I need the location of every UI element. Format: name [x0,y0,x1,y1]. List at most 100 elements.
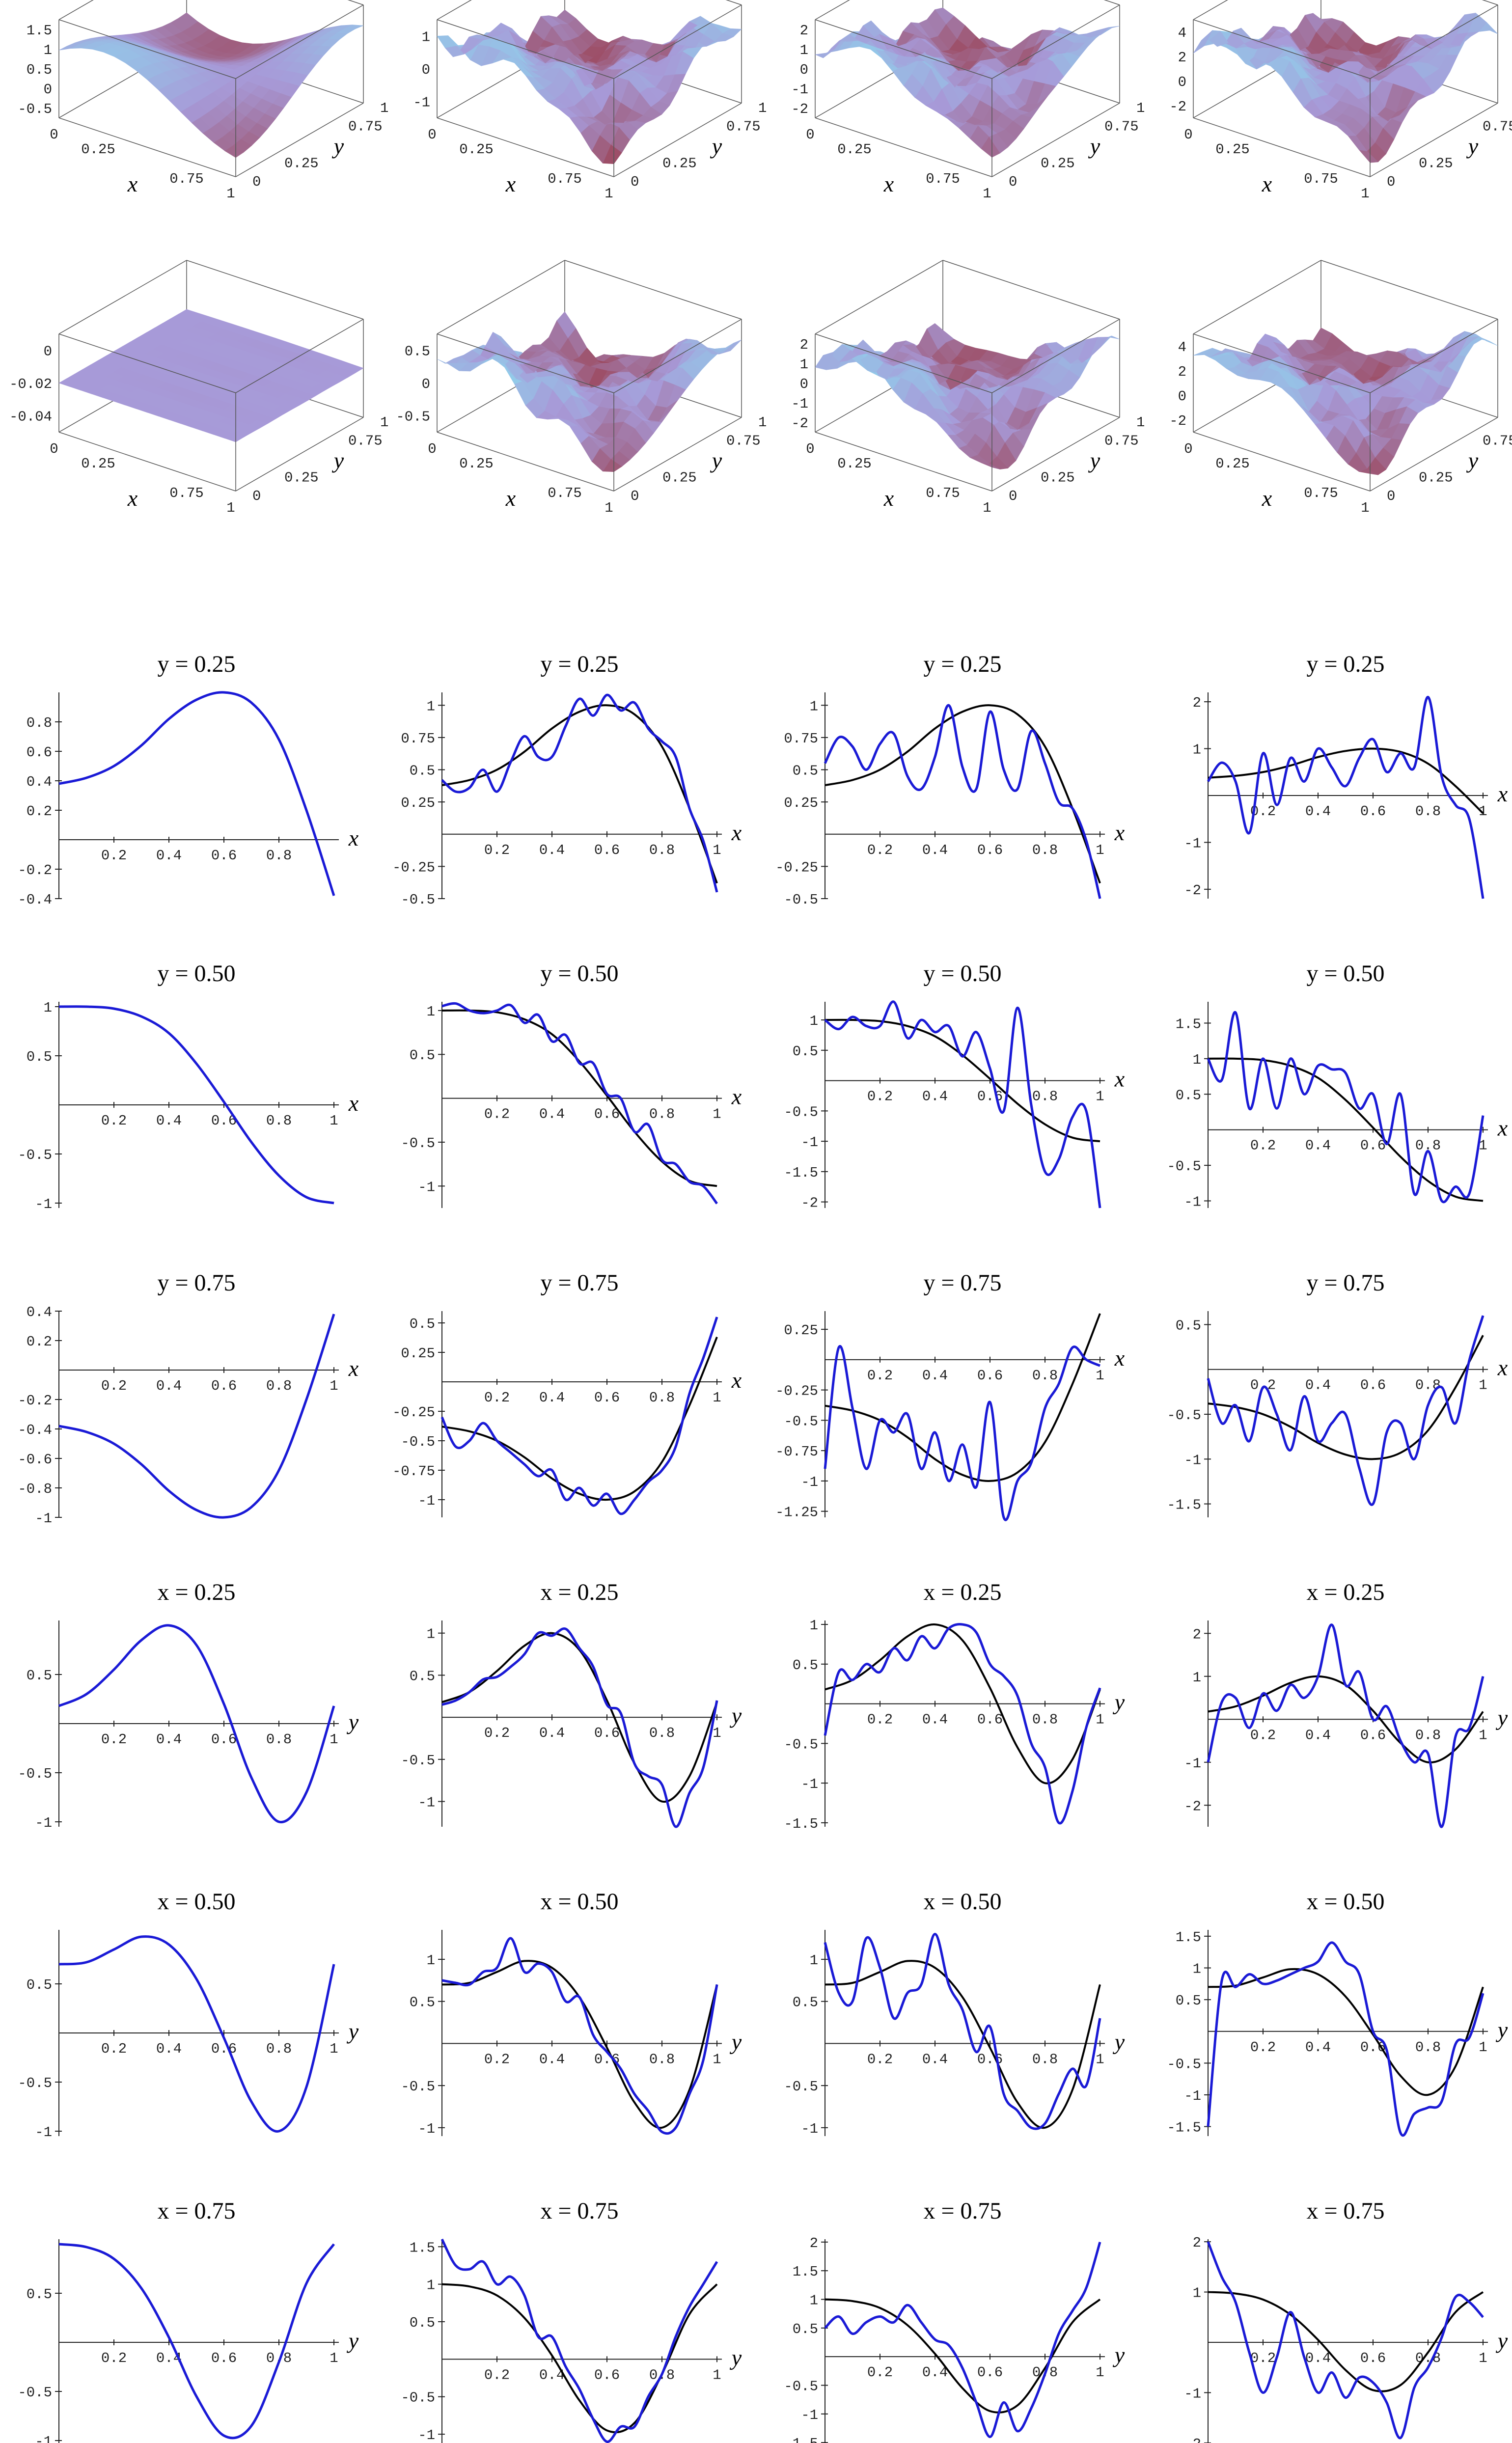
y-tick-label: 0.75 [348,433,383,449]
y-tick-label: 0.75 [348,119,383,135]
y-tick-label: 0.4 [27,1304,52,1320]
y-tick-label: 0 [631,174,639,190]
x-tick-label: 0.4 [1305,1138,1331,1154]
x-axis-label: x [1114,1067,1125,1092]
x-axis-label: y [1496,1705,1508,1730]
box-edge [1193,333,1371,393]
y-tick-label: 2 [1193,695,1201,711]
surface-plot-1-2: 1 0 -1 0 0.25 0.75 1 1 0.75 0.25 0 x y [413,0,767,202]
chart-title: x = 0.25 [540,1579,618,1605]
y-tick-label: -0.5 [401,892,435,908]
box-edge [1370,319,1498,393]
series-line-exact [58,2243,335,2440]
x-tick-label: 1 [605,500,613,516]
x-axis-label: x [348,1356,359,1381]
y-tick-label: 0.2 [27,1334,52,1350]
z-tick-label: 4 [1178,25,1186,41]
x-axis-label: x [883,486,894,511]
box-edge [1193,432,1371,492]
y-tick-label: -1 [801,1474,818,1490]
x-tick-label: 1 [1096,1368,1104,1384]
y-tick-label: -2 [801,1195,818,1211]
chart-title: y = 0.75 [157,1270,235,1296]
y-axis-label: y [1466,134,1479,159]
y-tick-label: 0.25 [784,795,818,811]
chart-title: y = 0.75 [923,1270,1001,1296]
box-edge [437,260,565,334]
y-tick-label: -0.5 [784,1104,818,1120]
y-tick-label: -0.5 [1167,1158,1201,1175]
y-tick-label: 1 [810,698,818,714]
surface-facet [815,351,835,370]
y-tick-label: -1 [1184,1452,1201,1468]
series-line-approximation [824,704,1101,899]
z-tick-label: -1 [791,396,808,412]
z-tick-label: 2 [1178,50,1186,66]
z-tick-label: 0 [800,376,808,392]
box-edge [1193,0,1228,20]
x-tick-label: 0.8 [1415,803,1441,820]
y-tick-label: -1 [1184,1194,1201,1210]
y-tick-label: 0 [252,174,261,190]
x-tick-label: 0.4 [539,1106,565,1123]
x-tick-label: 1 [330,2041,338,2057]
series-line-exact [441,704,718,884]
x-tick-label: 0.4 [539,1390,565,1406]
x-tick-label: 0.4 [156,1113,182,1129]
box-edge [815,333,992,393]
x-tick-label: 0.25 [459,456,494,472]
y-tick-label: 0.75 [1104,433,1139,449]
x-axis-label: x [127,171,138,196]
x-tick-label: 1 [1479,803,1487,820]
y-tick-label: 0.25 [401,1345,435,1362]
chart-title: x = 0.25 [1306,1579,1384,1605]
x-tick-label: 0.6 [594,1106,620,1123]
box-edge [991,4,1120,79]
x-tick-label: 0.4 [1305,2039,1331,2056]
box-edge [815,260,943,334]
y-tick-label: -2 [1184,2436,1201,2443]
x-tick-label: 0.4 [922,2051,948,2067]
x-tick-label: 0 [50,127,58,143]
y-tick-label: -1 [801,1776,818,1792]
x-tick-label: 0.2 [484,842,510,858]
y-tick-label: 0.25 [1419,156,1453,172]
x-tick-label: 0.8 [1415,1377,1441,1394]
y-tick-label: -1 [35,1196,52,1212]
z-tick-label: 0.5 [27,62,52,78]
x-tick-label: 0.4 [156,848,182,864]
z-tick-label: 2 [800,23,808,39]
box-edge [235,4,364,79]
x-axis-label: x [883,171,894,196]
x-axis-label: x [731,820,742,845]
box-edge [437,19,614,79]
box-edge [815,432,992,492]
x-tick-label: 0.2 [1250,1138,1276,1154]
series-line-exact [1208,1335,1484,1460]
z-tick-label: -0.02 [9,376,52,392]
x-tick-label: 0.2 [484,1725,510,1741]
y-tick-label: 1 [758,100,767,116]
x-tick-label: 1 [330,1378,338,1394]
series-line-approximation [1207,1315,1485,1506]
chart-title: x = 0.75 [540,2198,618,2224]
x-tick-label: 0.2 [101,1731,127,1748]
surface-plot-grid: 1.510.50-0.500.250.75110.750.250xy10-100… [9,0,1512,516]
y-tick-label: 1 [1193,1052,1201,1068]
x-axis-label: y [1496,2328,1508,2353]
x-tick-label: 1 [1361,500,1369,516]
surface-facet [437,35,457,48]
x-tick-label: 0.25 [81,456,115,472]
y-tick-label: 0.5 [410,1668,435,1684]
x-tick-label: 0.4 [539,1725,565,1741]
y-tick-label: 1 [1193,1961,1201,1977]
line-plot-1-3: y = 0.25 x 0.2 0.4 0.6 0.8 1 1 0.75 0.5 0.25 -0.25 -… [775,651,1125,908]
box-edge [815,0,850,20]
x-tick-label: 0.8 [266,1731,292,1748]
surface-facet [58,44,78,51]
y-tick-label: 2 [1193,2235,1201,2251]
chart-title: y = 0.25 [1306,651,1384,677]
box-edge [58,19,236,79]
